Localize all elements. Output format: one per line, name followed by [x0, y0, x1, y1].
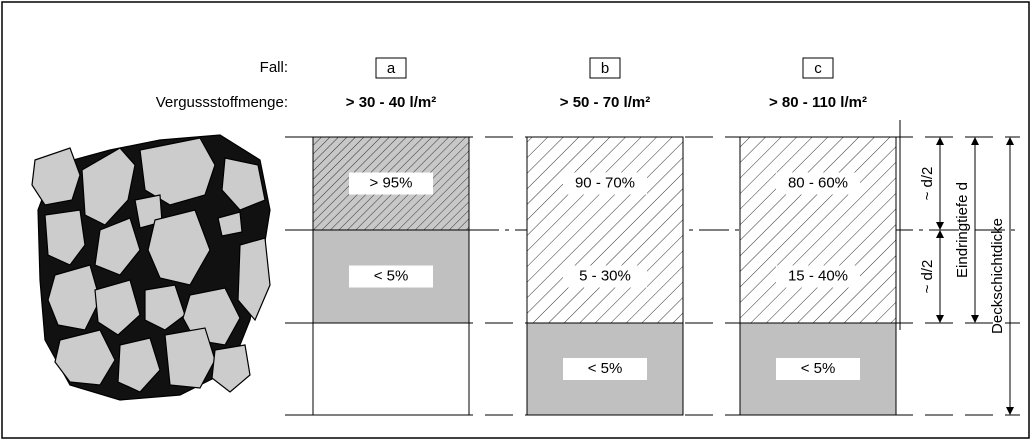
amount-label: Vergussstoffmenge: [156, 94, 288, 111]
amount: > 80 - 110 l/m² [769, 94, 867, 111]
label-box [776, 265, 860, 288]
amount: > 50 - 70 l/m² [560, 94, 650, 111]
segment-label: < 5% [588, 360, 623, 377]
case-letter: b [601, 60, 609, 77]
case-label: Fall: [260, 59, 288, 76]
label-box [349, 172, 433, 195]
dimension-label: Deckschichtdicke [989, 218, 1006, 334]
segment-label: 5 - 30% [579, 267, 631, 284]
segment [312, 322, 470, 416]
rock-illustration [31, 134, 271, 401]
case-box [375, 57, 407, 79]
segment-label: 15 - 40% [788, 267, 848, 284]
segment-label: 90 - 70% [575, 174, 635, 191]
case-box [589, 57, 621, 79]
segment [526, 136, 684, 324]
label-box [563, 172, 647, 195]
segment [739, 136, 897, 324]
amount: > 30 - 40 l/m² [346, 94, 436, 111]
dimension-label: Eindringtiefe d [954, 182, 971, 278]
segment-label: < 5% [801, 360, 836, 377]
dimension-label: ~ d/2 [919, 167, 936, 201]
case-letter: a [387, 60, 396, 77]
case-box [802, 57, 834, 79]
segment-label: 80 - 60% [788, 174, 848, 191]
label-box [776, 358, 860, 380]
segment-label: < 5% [374, 267, 409, 284]
label-box [349, 265, 433, 288]
label-box [563, 358, 647, 380]
dimension-label: ~ d/2 [919, 260, 936, 294]
label-box [563, 265, 647, 288]
case-letter: c [814, 60, 822, 77]
label-box [776, 172, 860, 195]
segment-label: > 95% [370, 174, 413, 191]
